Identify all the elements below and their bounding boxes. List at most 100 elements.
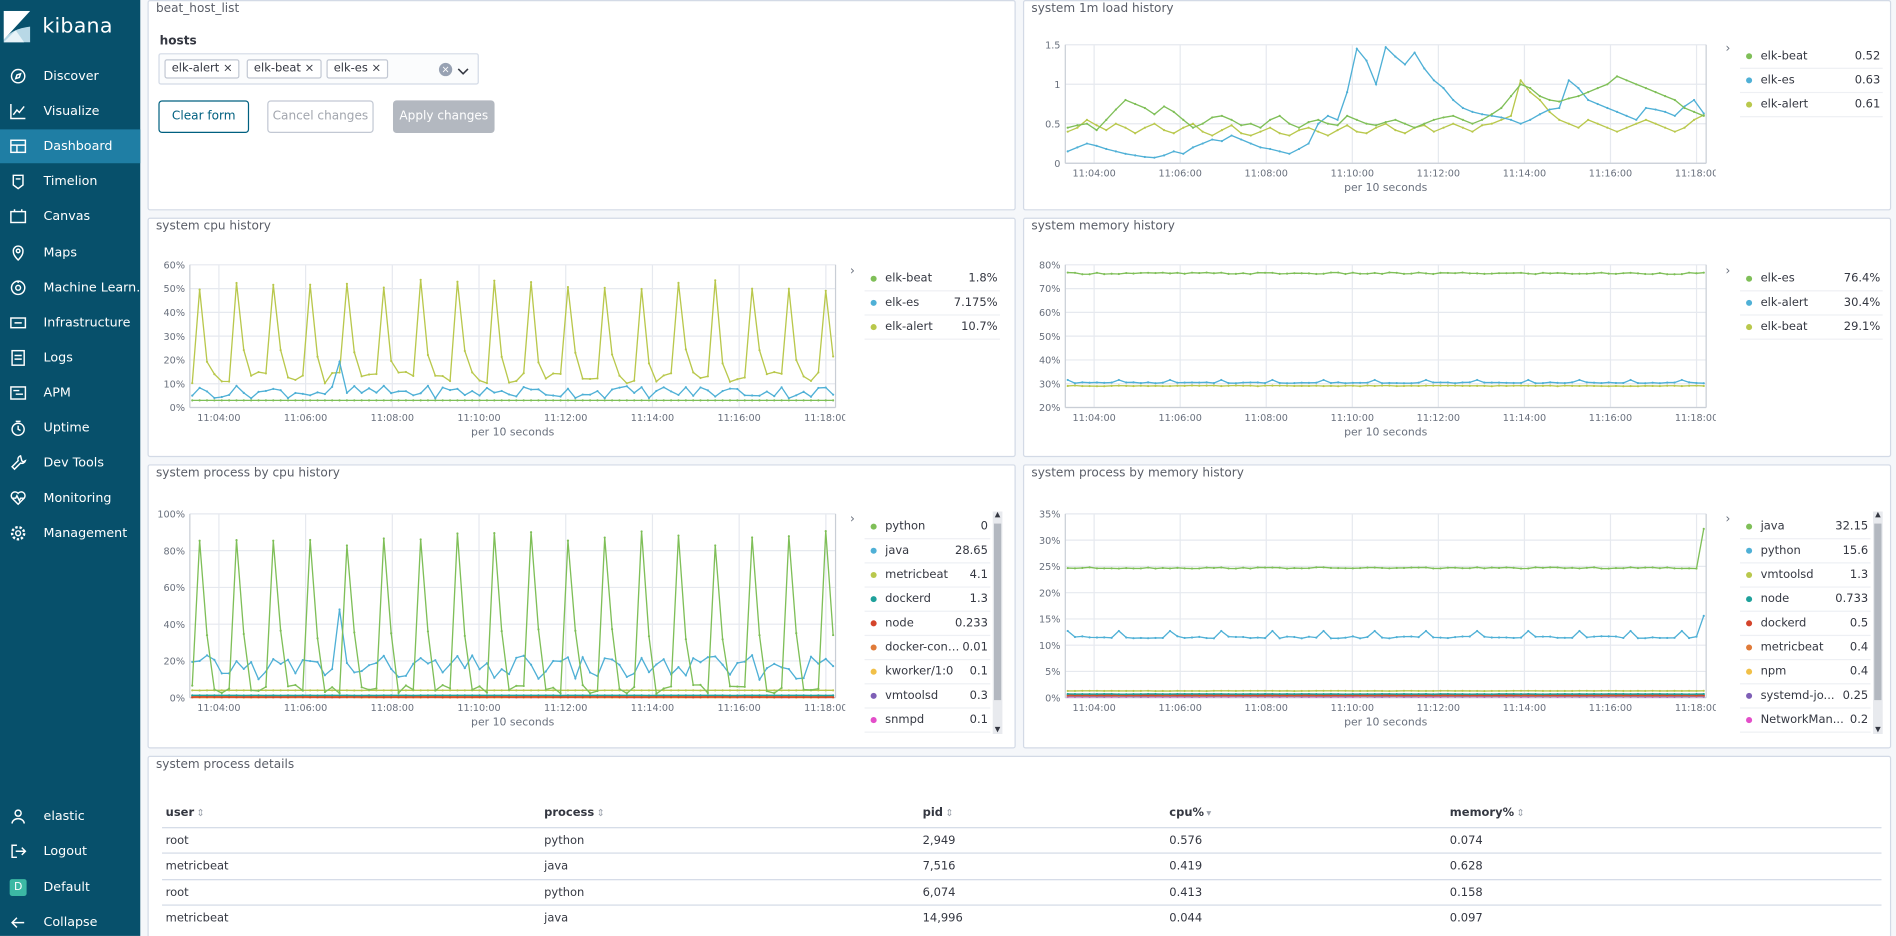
data-point[interactable] [603,397,606,400]
data-point[interactable] [1519,83,1522,86]
data-point[interactable] [1476,629,1479,633]
data-point[interactable] [1198,384,1201,387]
data-point[interactable] [235,694,238,697]
data-point[interactable] [1381,382,1384,385]
data-point[interactable] [471,688,474,691]
data-point[interactable] [360,391,363,394]
legend-item[interactable]: java 28.65 [864,539,991,564]
data-point[interactable] [1629,378,1632,382]
data-point[interactable] [250,399,253,402]
data-point[interactable] [537,696,540,699]
data-point[interactable] [1190,384,1194,387]
data-point[interactable] [662,386,665,389]
data-point[interactable] [1432,79,1435,82]
data-point[interactable] [1182,118,1185,121]
data-point[interactable] [367,373,371,376]
data-point[interactable] [1322,689,1325,692]
data-point[interactable] [699,376,702,380]
data-point[interactable] [596,399,599,402]
data-point[interactable] [1394,129,1397,132]
data-point[interactable] [1326,134,1330,137]
data-point[interactable] [699,694,702,697]
data-point[interactable] [1497,692,1501,696]
data-point[interactable] [1497,636,1501,639]
data-point[interactable] [1147,381,1150,384]
data-point[interactable] [1088,692,1091,696]
data-point[interactable] [758,399,761,402]
data-point[interactable] [463,634,466,637]
data-point[interactable] [1263,636,1267,640]
data-point[interactable] [1278,692,1281,696]
legend-item[interactable]: npm 0.4 [1740,660,1871,685]
data-point[interactable] [316,637,319,640]
data-point[interactable] [1695,384,1698,387]
data-point[interactable] [603,399,606,402]
data-point[interactable] [655,692,658,695]
data-point[interactable] [677,281,680,284]
data-point[interactable] [1307,381,1311,384]
data-point[interactable] [205,399,209,402]
data-point[interactable] [1692,110,1696,113]
data-point[interactable] [213,373,216,376]
data-point[interactable] [286,658,290,661]
data-point[interactable] [1088,636,1091,639]
data-point[interactable] [1373,692,1376,696]
data-point[interactable] [618,694,621,697]
data-point[interactable] [1549,635,1552,638]
data-point[interactable] [1125,689,1128,693]
data-point[interactable] [832,689,835,692]
scrollbar-thumb[interactable] [993,523,1002,701]
data-point[interactable] [463,349,466,352]
data-point[interactable] [1081,689,1084,692]
data-point[interactable] [485,694,489,697]
data-point[interactable] [1366,381,1369,384]
data-point[interactable] [1556,636,1559,639]
data-point[interactable] [1329,692,1333,696]
data-point[interactable] [1205,384,1208,387]
data-point[interactable] [1607,272,1610,275]
data-point[interactable] [316,660,319,664]
data-point[interactable] [751,287,754,290]
data-point[interactable] [1124,152,1127,155]
column-header-cpu[interactable]: cpu% ▾ [1169,807,1211,820]
data-point[interactable] [1512,692,1515,696]
data-point[interactable] [375,391,378,394]
data-point[interactable] [1505,384,1508,388]
data-point[interactable] [1490,272,1493,275]
data-point[interactable] [1288,152,1291,155]
data-point[interactable] [566,656,570,659]
data-point[interactable] [795,632,798,635]
data-point[interactable] [1227,692,1230,696]
data-point[interactable] [611,628,614,631]
data-point[interactable] [441,399,444,402]
data-point[interactable] [1607,635,1610,638]
data-point[interactable] [419,399,422,402]
data-point[interactable] [228,687,231,690]
data-point[interactable] [213,658,216,661]
data-point[interactable] [419,656,422,660]
data-point[interactable] [1351,567,1354,570]
data-point[interactable] [1635,83,1638,86]
data-point[interactable] [1125,271,1128,275]
data-point[interactable] [1673,130,1676,133]
data-point[interactable] [1366,689,1369,693]
data-point[interactable] [832,393,835,396]
data-point[interactable] [338,360,341,363]
data-point[interactable] [1388,271,1391,274]
data-point[interactable] [272,694,275,697]
data-point[interactable] [618,696,621,699]
data-point[interactable] [1220,692,1223,696]
data-point[interactable] [684,348,687,351]
data-point[interactable] [1534,382,1537,385]
data-point[interactable] [1571,384,1574,387]
data-point[interactable] [205,390,209,393]
scrollbar-thumb[interactable] [1874,523,1882,701]
data-point[interactable] [382,696,385,699]
data-point[interactable] [1183,272,1186,275]
data-point[interactable] [1256,381,1259,384]
data-point[interactable] [353,696,356,699]
data-point[interactable] [1534,273,1537,276]
data-point[interactable] [706,656,709,659]
data-point[interactable] [1468,384,1471,387]
data-point[interactable] [500,389,503,393]
